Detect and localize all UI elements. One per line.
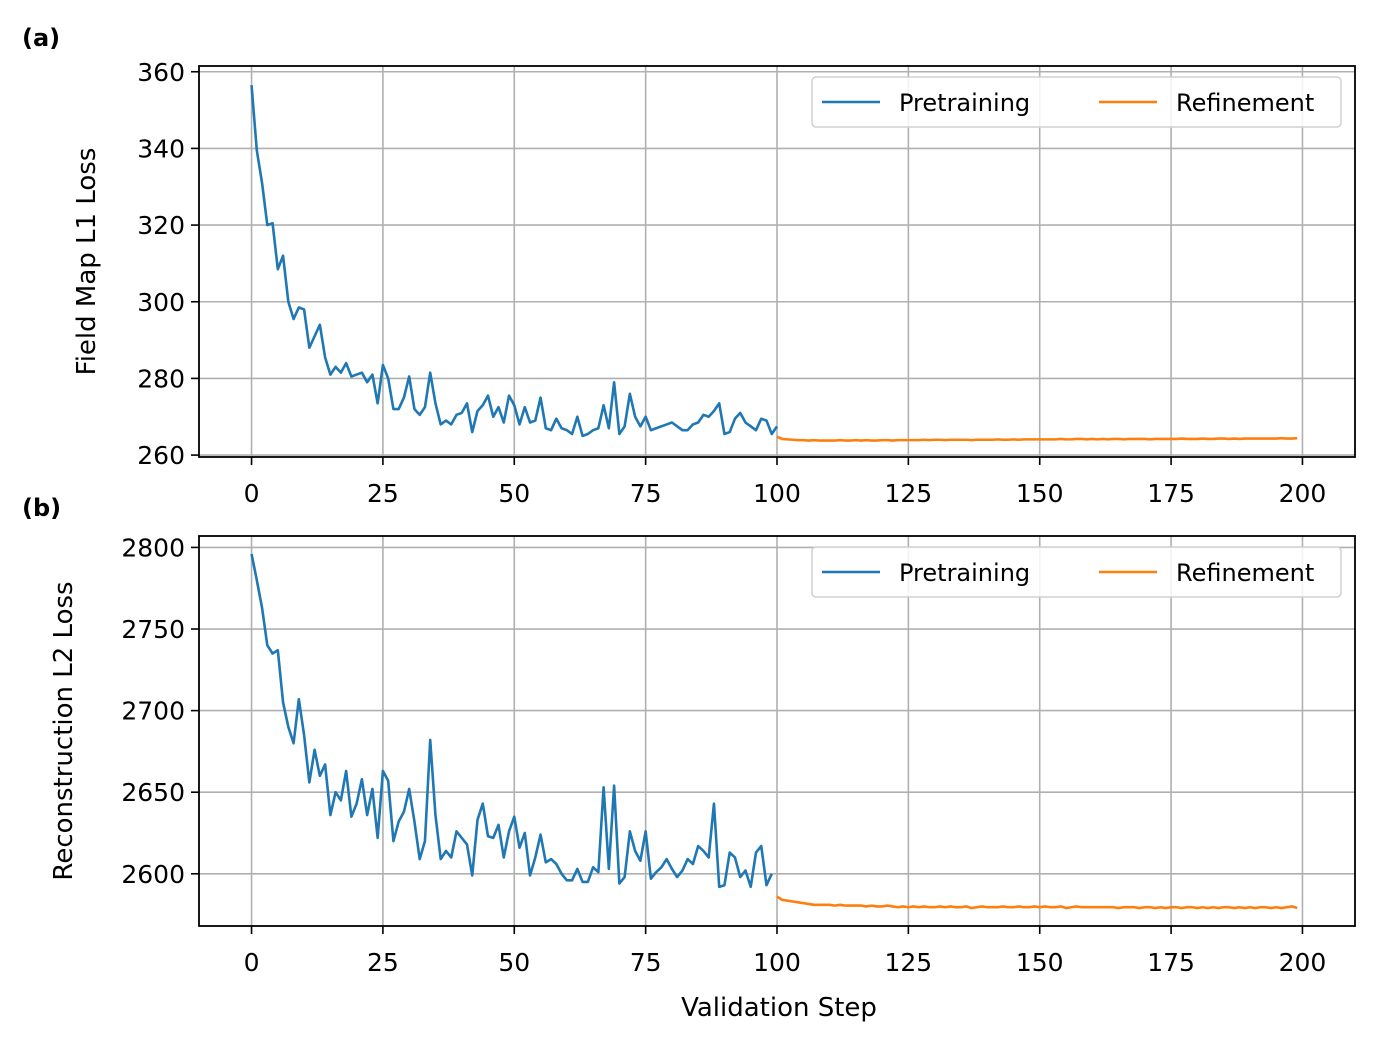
y-tick-label: 2650 [121, 778, 185, 807]
y-tick-label: 260 [137, 441, 185, 470]
x-tick-label: 0 [244, 479, 260, 508]
y-tick-label: 2750 [121, 615, 185, 644]
x-tick-label: 175 [1147, 479, 1195, 508]
x-tick-label: 0 [244, 948, 260, 977]
y-tick-label: 300 [137, 288, 185, 317]
x-tick-label: 150 [1016, 479, 1064, 508]
x-axis-label: Validation Step [681, 993, 877, 1023]
series-line-refinement [776, 895, 1298, 910]
x-tick-label: 50 [498, 479, 530, 508]
series-line-refinement [776, 435, 1298, 442]
x-tick-label: 125 [885, 479, 933, 508]
y-axis-label: Field Map L1 Loss [72, 148, 102, 376]
x-tick-label: 200 [1279, 479, 1327, 508]
legend-box [811, 546, 1342, 598]
panel-a: (a) 0 25 50 75 100 125 150 175 200 260 280 300 320 340… [22, 24, 1356, 508]
x-tick-label: 125 [885, 948, 933, 977]
y-tick-label: 340 [137, 134, 185, 163]
x-tick-label: 25 [367, 479, 399, 508]
y-tick-label: 360 [137, 58, 185, 87]
x-tick-label: 25 [367, 948, 399, 977]
y-tick-label: 2700 [121, 697, 185, 726]
series-line-pretraining [250, 85, 779, 438]
panel-b: (b) 0 25 50 75 100 125 150 175 200 2600 2650 2700 275… [22, 494, 1356, 1023]
y-tick-label: 2600 [121, 860, 185, 889]
legend: Pretraining Refinement [811, 546, 1342, 598]
x-tick-label: 75 [630, 948, 662, 977]
legend-label: Refinement [1176, 89, 1314, 117]
y-tick-label: 280 [137, 364, 185, 393]
x-tick-label: 75 [630, 479, 662, 508]
legend-label: Pretraining [899, 89, 1030, 117]
series-line-pretraining [250, 553, 773, 889]
x-tick-label: 100 [753, 948, 801, 977]
x-tick-label: 100 [753, 479, 801, 508]
legend-label: Refinement [1176, 559, 1314, 587]
legend-box [811, 76, 1342, 128]
panel-label: (b) [22, 494, 61, 522]
x-tick-label: 200 [1279, 948, 1327, 977]
y-tick-label: 2800 [121, 533, 185, 562]
x-tick-label: 150 [1016, 948, 1064, 977]
x-tick-label: 50 [498, 948, 530, 977]
y-tick-label: 320 [137, 211, 185, 240]
y-axis-label: Reconstruction L2 Loss [49, 581, 79, 880]
panel-label: (a) [22, 24, 60, 52]
x-tick-label: 175 [1147, 948, 1195, 977]
legend: Pretraining Refinement [811, 76, 1342, 128]
legend-label: Pretraining [899, 559, 1030, 587]
